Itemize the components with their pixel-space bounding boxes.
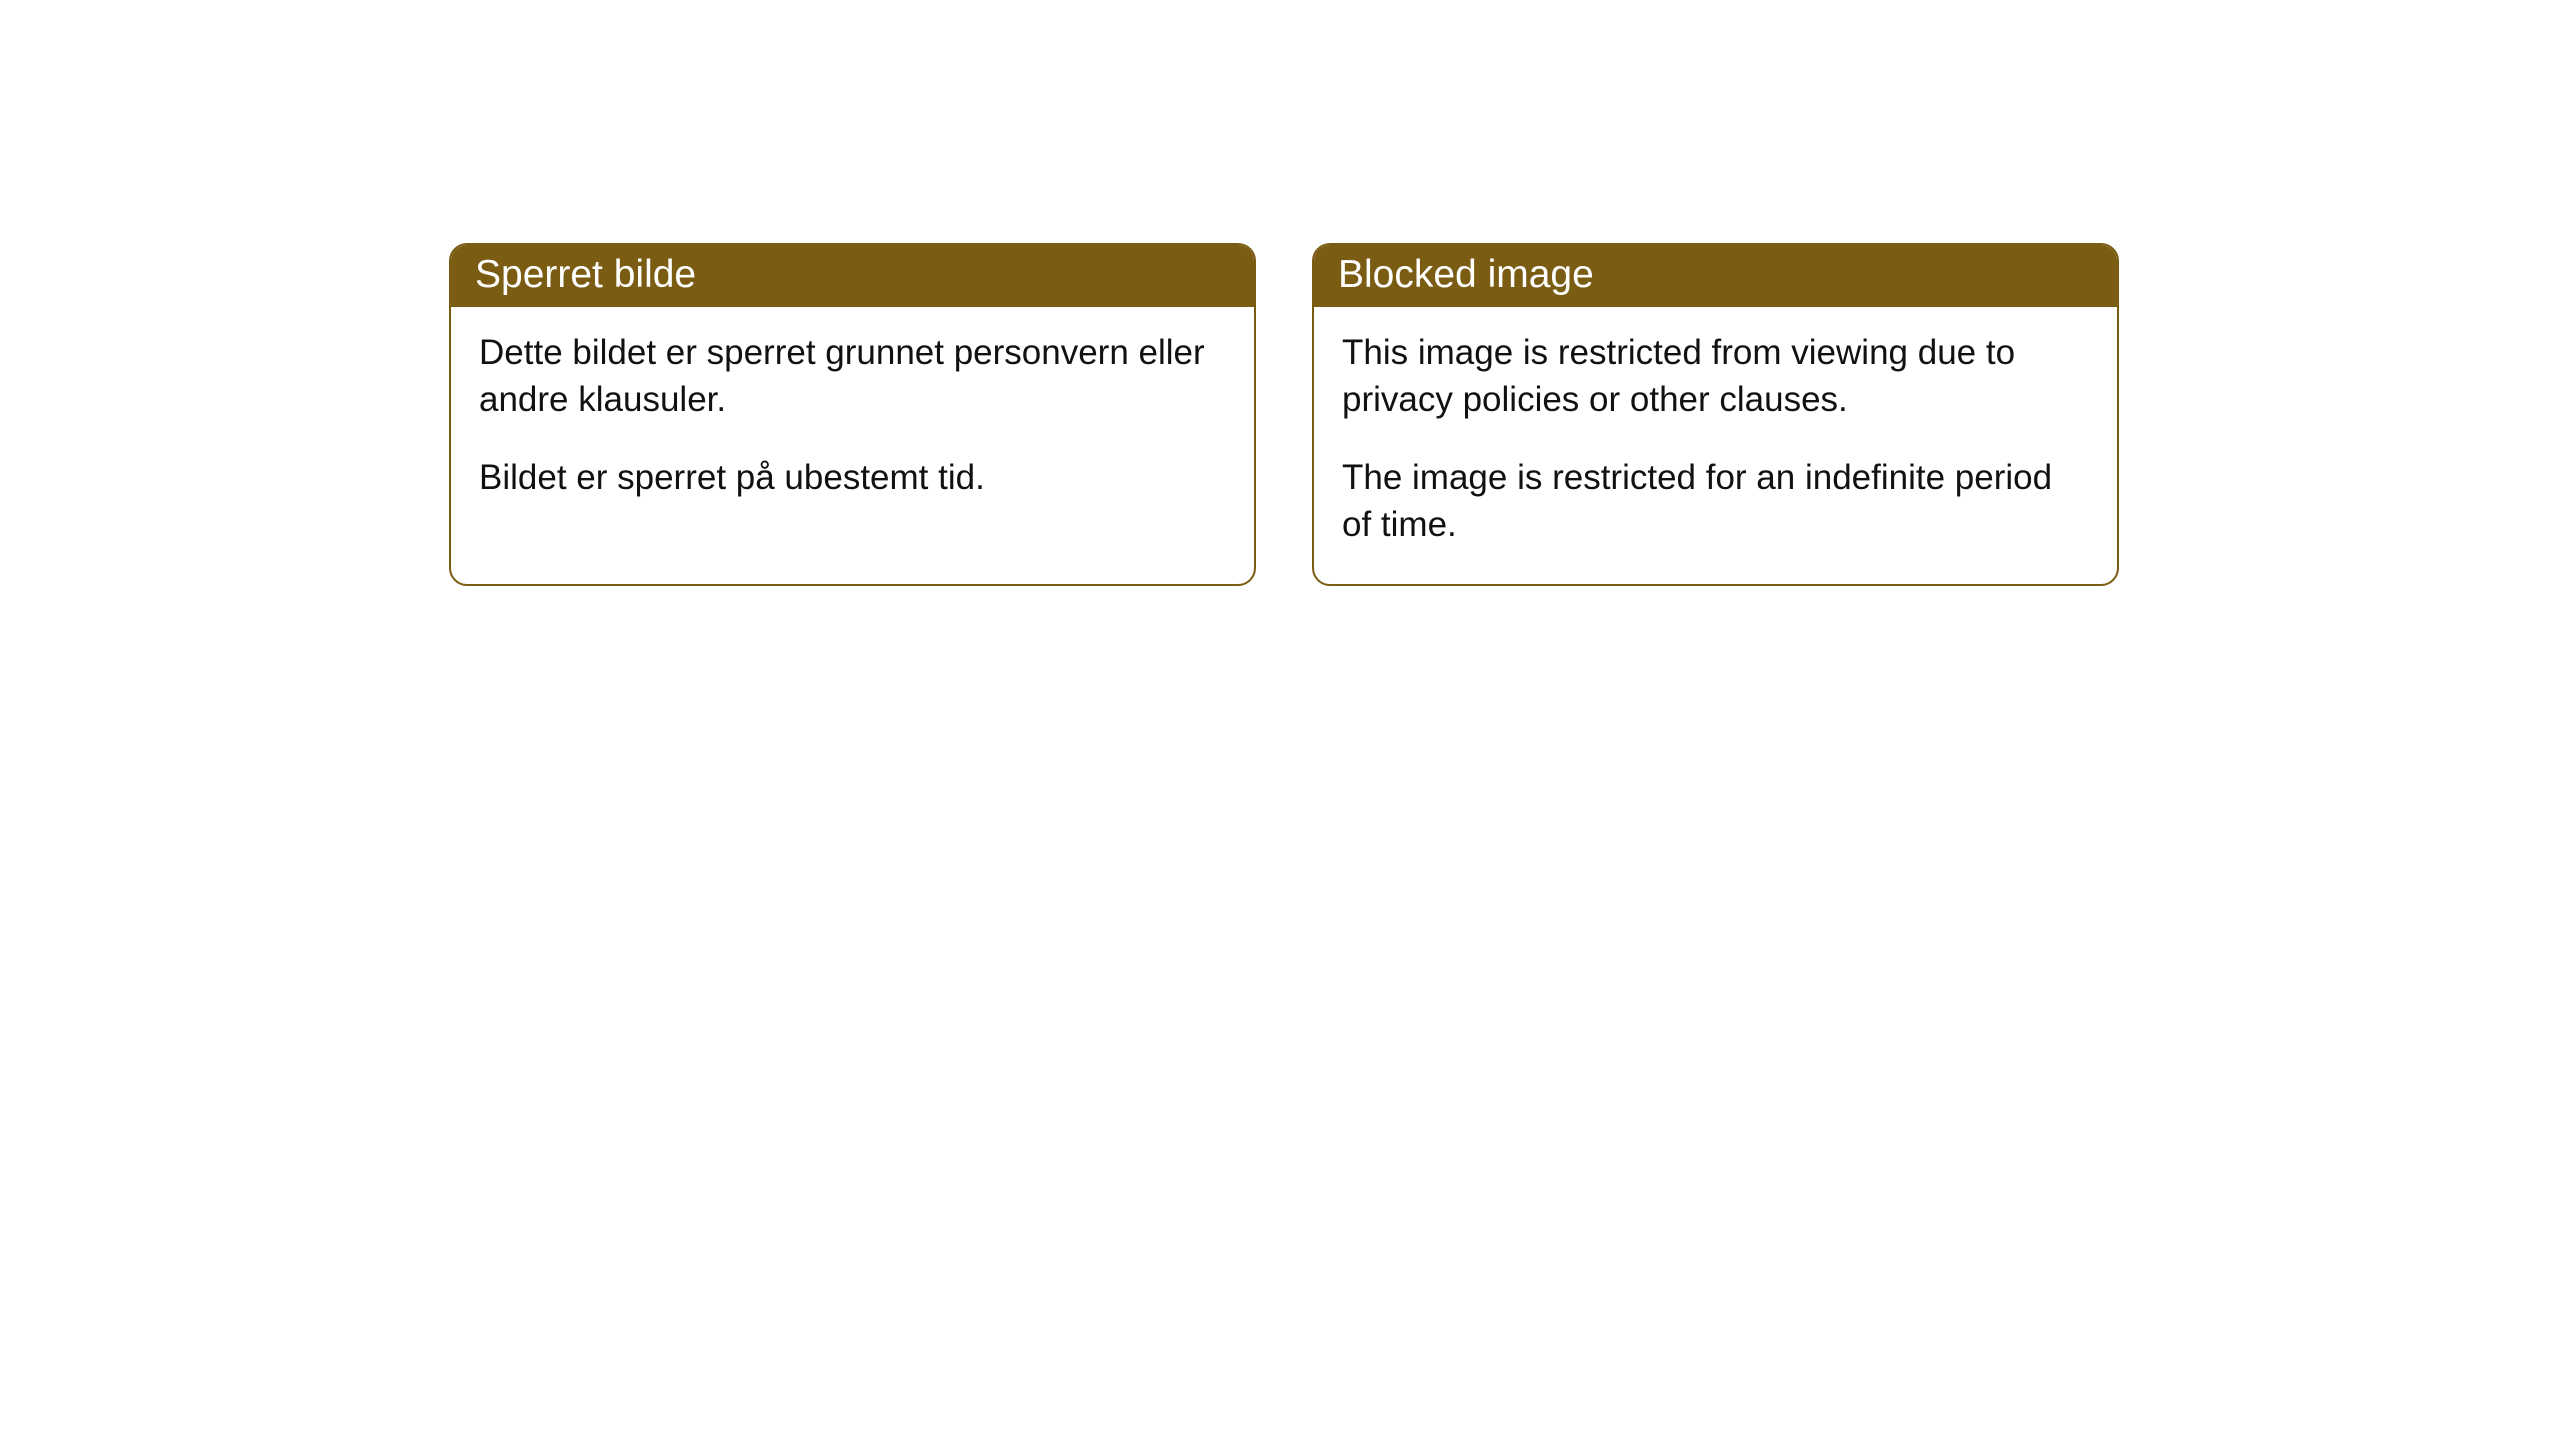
card-header-english: Blocked image [1314, 245, 2117, 307]
card-paragraph-2-norwegian: Bildet er sperret på ubestemt tid. [479, 454, 1226, 501]
card-paragraph-2-english: The image is restricted for an indefinit… [1342, 454, 2089, 549]
card-paragraph-1-norwegian: Dette bildet er sperret grunnet personve… [479, 329, 1226, 424]
blocked-image-card-english: Blocked image This image is restricted f… [1312, 243, 2119, 586]
card-body-english: This image is restricted from viewing du… [1314, 307, 2117, 584]
card-header-norwegian: Sperret bilde [451, 245, 1254, 307]
card-body-norwegian: Dette bildet er sperret grunnet personve… [451, 307, 1254, 537]
cards-container: Sperret bilde Dette bildet er sperret gr… [0, 0, 2560, 586]
card-paragraph-1-english: This image is restricted from viewing du… [1342, 329, 2089, 424]
blocked-image-card-norwegian: Sperret bilde Dette bildet er sperret gr… [449, 243, 1256, 586]
